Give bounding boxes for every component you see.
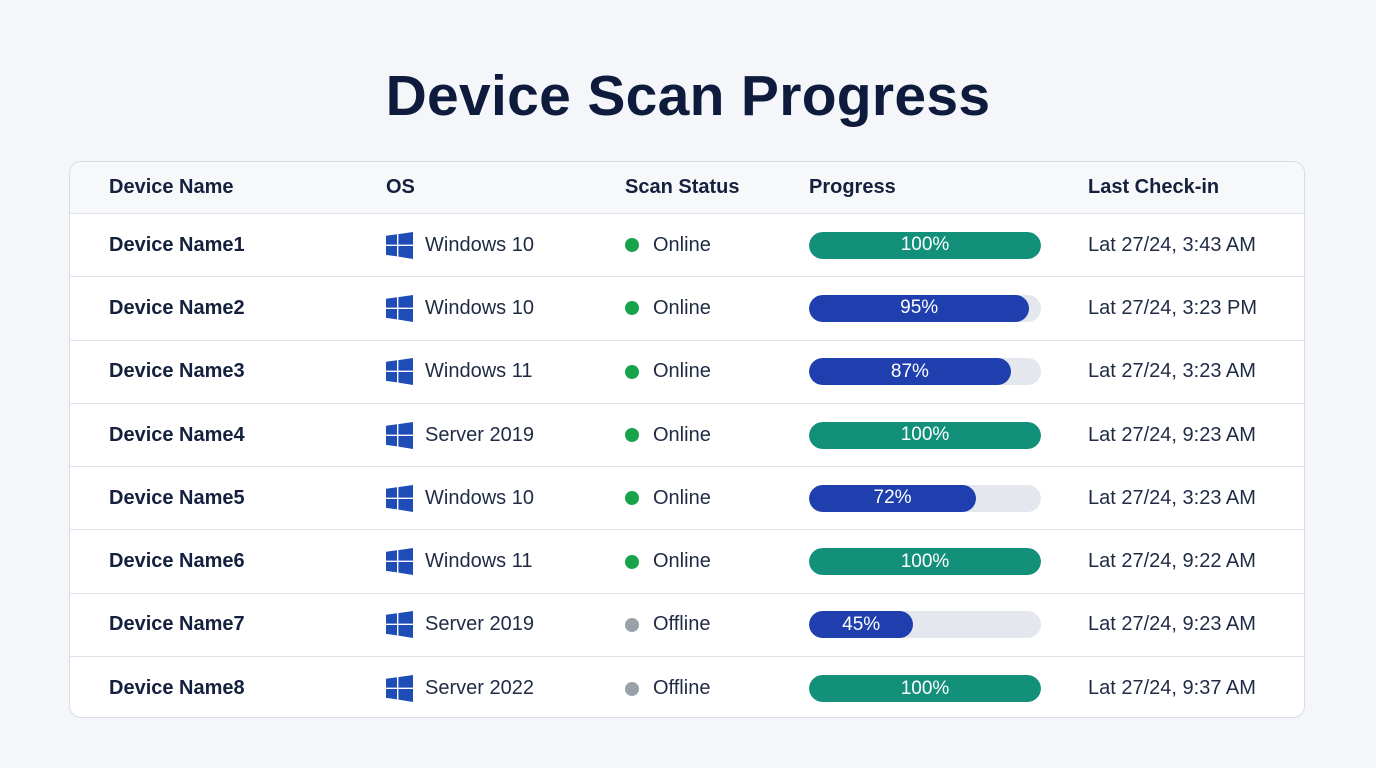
progress-label: 100% bbox=[900, 234, 950, 256]
scan-status: Online bbox=[653, 360, 711, 383]
column-header-scan-status[interactable]: Scan Status bbox=[625, 176, 740, 198]
device-name: Device Name7 bbox=[109, 613, 245, 636]
progress-fill: 100% bbox=[809, 675, 1041, 703]
page-title: Device Scan Progress bbox=[385, 64, 991, 128]
status-dot-icon bbox=[625, 491, 639, 506]
device-table: Device Name OS Scan Status Progress Last… bbox=[69, 161, 1305, 718]
table-row-3[interactable]: Device Name3 Windows 11 Online 87% bbox=[70, 341, 1304, 404]
os-name: Windows 10 bbox=[425, 296, 534, 319]
status-dot-icon bbox=[625, 428, 639, 443]
windows-logo-icon bbox=[386, 484, 413, 512]
progress-bar: 100% bbox=[809, 231, 1041, 259]
windows-logo-icon bbox=[386, 294, 413, 322]
device-name: Device Name2 bbox=[109, 296, 245, 319]
progress-bar: 100% bbox=[809, 548, 1041, 576]
column-header-last-checkin[interactable]: Last Check-in bbox=[1088, 176, 1220, 198]
progress-label: 72% bbox=[873, 487, 912, 509]
device-name: Device Name4 bbox=[109, 423, 245, 446]
status-dot-icon bbox=[625, 681, 639, 696]
table-row-7[interactable]: Device Name7 Server 2019 Offline 45% bbox=[70, 594, 1304, 658]
last-checkin: Lat 27/24, 3:43 AM bbox=[1088, 233, 1256, 256]
windows-logo-icon bbox=[386, 548, 413, 576]
progress-label: 100% bbox=[900, 677, 950, 699]
device-name: Device Name3 bbox=[109, 360, 245, 383]
windows-logo-icon bbox=[386, 611, 413, 639]
os-name: Windows 11 bbox=[425, 360, 533, 383]
status-dot-icon bbox=[625, 238, 639, 253]
progress-label: 95% bbox=[900, 297, 939, 319]
last-checkin: Lat 27/24, 3:23 AM bbox=[1088, 360, 1256, 383]
last-checkin: Lat 27/24, 3:23 PM bbox=[1088, 296, 1258, 319]
progress-fill: 72% bbox=[809, 484, 977, 512]
progress-bar: 100% bbox=[809, 421, 1041, 449]
progress-fill: 100% bbox=[809, 421, 1041, 449]
scan-status: Online bbox=[653, 296, 711, 319]
os-name: Server 2022 bbox=[425, 677, 534, 700]
table-row-2[interactable]: Device Name2 Windows 10 Online 95% bbox=[70, 277, 1304, 341]
device-name: Device Name6 bbox=[109, 550, 245, 573]
os-name: Windows 10 bbox=[425, 233, 534, 256]
progress-bar: 45% bbox=[809, 611, 1041, 639]
progress-label: 100% bbox=[900, 424, 950, 446]
progress-label: 100% bbox=[900, 550, 950, 572]
scan-status: Offline bbox=[653, 613, 711, 636]
scan-status: Online bbox=[653, 550, 711, 573]
table-row-8[interactable]: Device Name8 Server 2022 Offline 100% bbox=[70, 657, 1304, 717]
last-checkin: Lat 27/24, 3:23 AM bbox=[1088, 486, 1256, 509]
table-row-5[interactable]: Device Name5 Windows 10 Online 72% bbox=[70, 467, 1304, 531]
progress-fill: 45% bbox=[809, 611, 914, 639]
windows-logo-icon bbox=[386, 421, 413, 449]
progress-fill: 87% bbox=[809, 358, 1011, 386]
scan-status: Offline bbox=[653, 677, 711, 700]
windows-logo-icon bbox=[386, 675, 413, 703]
os-name: Server 2019 bbox=[425, 613, 534, 636]
progress-fill: 100% bbox=[809, 231, 1041, 259]
last-checkin: Lat 27/24, 9:23 AM bbox=[1088, 423, 1256, 446]
progress-fill: 100% bbox=[809, 548, 1041, 576]
scan-status: Online bbox=[653, 233, 711, 256]
table-header-row: Device Name OS Scan Status Progress Last… bbox=[70, 162, 1304, 214]
progress-bar: 95% bbox=[809, 294, 1041, 322]
windows-logo-icon bbox=[386, 231, 413, 259]
scan-status: Online bbox=[653, 423, 711, 446]
column-header-progress[interactable]: Progress bbox=[809, 176, 896, 198]
progress-bar: 87% bbox=[809, 358, 1041, 386]
progress-bar: 72% bbox=[809, 484, 1041, 512]
last-checkin: Lat 27/24, 9:23 AM bbox=[1088, 613, 1256, 636]
table-row-6[interactable]: Device Name6 Windows 11 Online 100% bbox=[70, 530, 1304, 594]
progress-label: 87% bbox=[890, 360, 929, 382]
table-row-1[interactable]: Device Name1 Windows 10 Online 100% bbox=[70, 214, 1304, 278]
status-dot-icon bbox=[625, 554, 639, 569]
device-name: Device Name5 bbox=[109, 486, 245, 509]
windows-logo-icon bbox=[386, 358, 413, 386]
os-name: Windows 11 bbox=[425, 550, 533, 573]
table-body: Device Name1 Windows 10 Online 100% bbox=[70, 214, 1304, 717]
last-checkin: Lat 27/24, 9:37 AM bbox=[1088, 677, 1256, 700]
device-name: Device Name1 bbox=[109, 233, 245, 256]
column-header-device-name[interactable]: Device Name bbox=[109, 176, 234, 198]
os-name: Windows 10 bbox=[425, 486, 534, 509]
progress-fill: 95% bbox=[809, 294, 1030, 322]
last-checkin: Lat 27/24, 9:22 AM bbox=[1088, 550, 1256, 573]
device-name: Device Name8 bbox=[109, 677, 245, 700]
status-dot-icon bbox=[625, 364, 639, 379]
status-dot-icon bbox=[625, 301, 639, 316]
table-row-4[interactable]: Device Name4 Server 2019 Online 100% bbox=[70, 404, 1304, 468]
progress-label: 45% bbox=[842, 613, 881, 635]
scan-status: Online bbox=[653, 486, 711, 509]
os-name: Server 2019 bbox=[425, 423, 534, 446]
progress-bar: 100% bbox=[809, 675, 1041, 703]
status-dot-icon bbox=[625, 617, 639, 632]
column-header-os[interactable]: OS bbox=[386, 176, 415, 198]
